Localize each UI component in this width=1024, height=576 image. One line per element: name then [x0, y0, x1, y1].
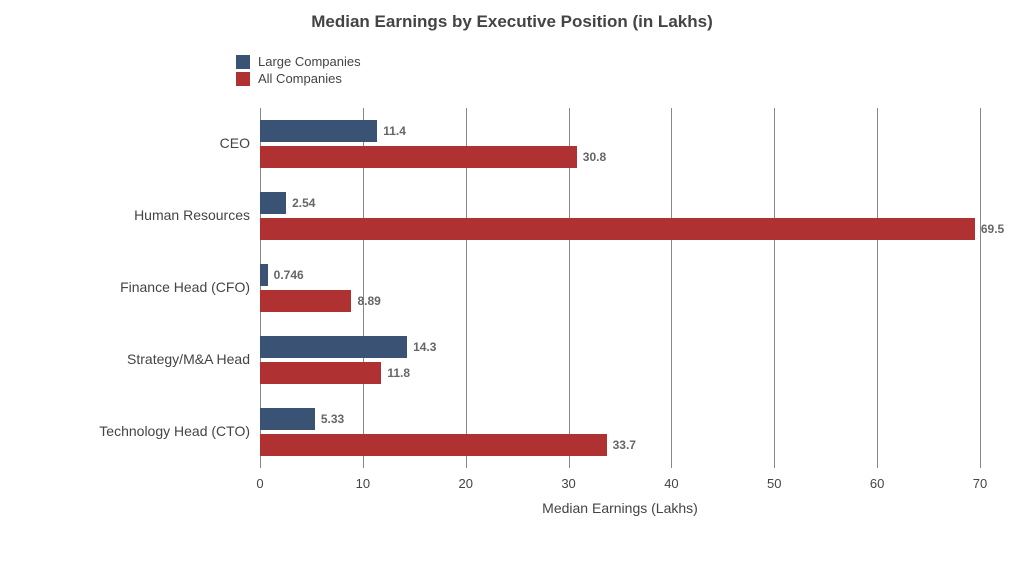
xaxis-tick-label: 50 — [767, 476, 781, 491]
gridline — [877, 108, 878, 468]
legend-swatch-all — [236, 72, 250, 86]
bar-value-label: 2.54 — [292, 196, 315, 210]
bar-value-label: 11.4 — [383, 124, 406, 138]
bar-value-label: 69.5 — [981, 222, 1004, 236]
xaxis-tick-label: 40 — [664, 476, 678, 491]
bar — [260, 362, 381, 384]
bar — [260, 434, 607, 456]
chart-container: Median Earnings by Executive Position (i… — [0, 0, 1024, 576]
bar-value-label: 14.3 — [413, 340, 436, 354]
xaxis-tick-label: 70 — [973, 476, 987, 491]
legend-swatch-large — [236, 55, 250, 69]
xaxis-tick-label: 10 — [356, 476, 370, 491]
gridline — [980, 108, 981, 468]
category-label: Finance Head (CFO) — [120, 279, 260, 295]
legend-item-large: Large Companies — [236, 54, 361, 69]
xaxis-tick-label: 0 — [256, 476, 263, 491]
xaxis-tick-label: 20 — [458, 476, 472, 491]
xaxis-tick-label: 30 — [561, 476, 575, 491]
category-label: CEO — [220, 135, 260, 151]
bar-value-label: 0.746 — [274, 268, 304, 282]
bar — [260, 408, 315, 430]
bar — [260, 264, 268, 286]
bar — [260, 290, 351, 312]
category-label: Strategy/M&A Head — [127, 351, 260, 367]
legend-label-large: Large Companies — [258, 54, 361, 69]
legend-item-all: All Companies — [236, 71, 361, 86]
gridline — [671, 108, 672, 468]
bar-value-label: 5.33 — [321, 412, 344, 426]
bar-value-label: 8.89 — [357, 294, 380, 308]
bar — [260, 192, 286, 214]
xaxis-tick-label: 60 — [870, 476, 884, 491]
chart-title: Median Earnings by Executive Position (i… — [0, 12, 1024, 32]
bar — [260, 120, 377, 142]
bar-value-label: 30.8 — [583, 150, 606, 164]
bar — [260, 336, 407, 358]
category-label: Technology Head (CTO) — [99, 423, 260, 439]
category-label: Human Resources — [134, 207, 260, 223]
bar — [260, 146, 577, 168]
bar-value-label: 33.7 — [613, 438, 636, 452]
bar-value-label: 11.8 — [387, 366, 410, 380]
plot-area: CEO11.430.8Human Resources2.5469.5Financ… — [260, 108, 980, 468]
bar — [260, 218, 975, 240]
legend: Large Companies All Companies — [236, 54, 361, 88]
legend-label-all: All Companies — [258, 71, 342, 86]
gridline — [774, 108, 775, 468]
xaxis-title: Median Earnings (Lakhs) — [260, 500, 980, 516]
